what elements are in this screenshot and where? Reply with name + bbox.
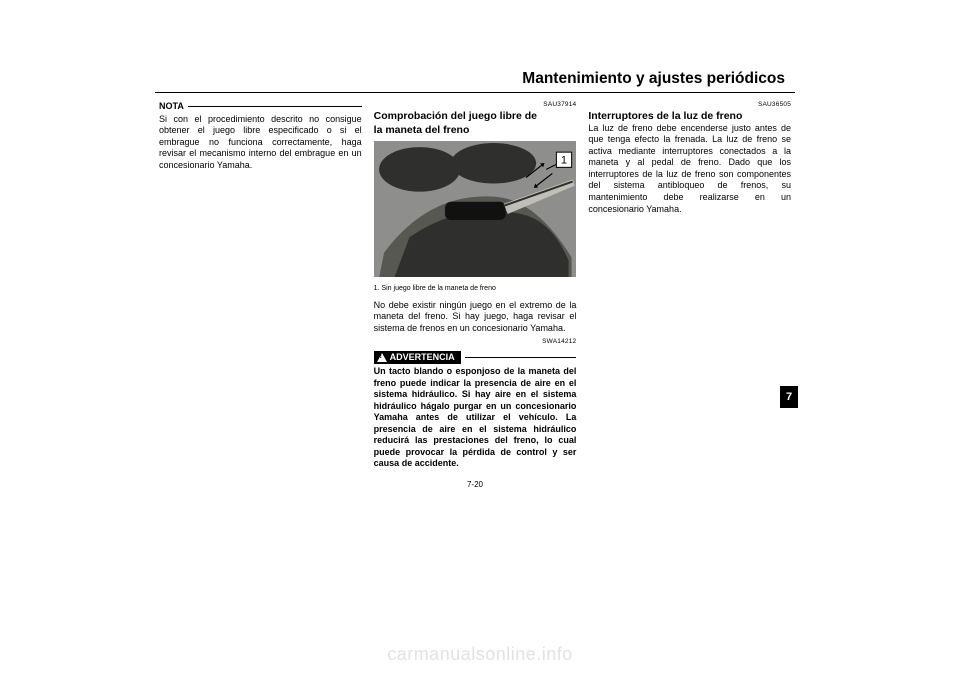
nota-body: Si con el procedimiento descrito no cons… <box>159 114 362 172</box>
nota-rule <box>188 106 362 107</box>
page-number: 7-20 <box>155 480 795 489</box>
col2-body: No debe existir ningún juego en el extre… <box>374 300 577 335</box>
column-1: NOTA Si con el procedimiento descrito no… <box>159 101 362 470</box>
figure-callout-1: 1 <box>561 154 567 166</box>
page-title: Mantenimiento y ajustes periódicos <box>155 68 795 93</box>
column-3: SAU36505 Interruptores de la luz de fren… <box>588 101 791 470</box>
figure-caption: 1. Sin juego libre de la maneta de freno <box>374 285 577 294</box>
ref-code: SAU37914 <box>374 101 577 109</box>
warning-badge: ADVERTENCIA <box>374 351 461 365</box>
warn-ref-code: SWA14212 <box>374 338 577 346</box>
col3-body: La luz de freno debe encenderse justo an… <box>588 123 791 215</box>
section-heading-line1: Comprobación del juego libre de <box>374 110 577 123</box>
watermark: carmanualsonline.info <box>0 644 960 665</box>
chapter-tab: 7 <box>780 386 798 408</box>
nota-heading-row: NOTA <box>159 101 362 113</box>
column-2: SAU37914 Comprobación del juego libre de… <box>374 101 577 470</box>
section-heading-line2: la maneta del freno <box>374 124 577 137</box>
ref-code: SAU36505 <box>588 101 791 109</box>
manual-page: Mantenimiento y ajustes periódicos NOTA … <box>155 68 795 608</box>
nota-label: NOTA <box>159 101 184 113</box>
warning-body: Un tacto blando o esponjoso de la maneta… <box>374 366 577 470</box>
content-columns: NOTA Si con el procedimiento descrito no… <box>155 101 795 470</box>
brake-lever-figure: 1 <box>374 141 577 278</box>
section-heading: Interruptores de la luz de freno <box>588 110 791 123</box>
warning-label: ADVERTENCIA <box>390 352 455 364</box>
warning-heading-row: ADVERTENCIA <box>374 351 577 365</box>
warning-triangle-icon <box>377 353 387 362</box>
warning-rule <box>465 357 577 358</box>
